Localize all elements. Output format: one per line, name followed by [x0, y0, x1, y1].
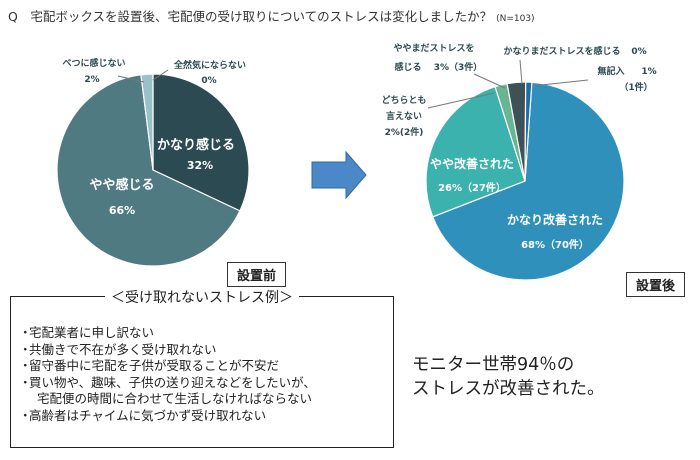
- pie-after-slice-0: [431, 81, 625, 281]
- stress-examples-box: ＜受け取れないストレス例＞ ・宅配業者に申し訳ない ・共働きで不在が多く受け取れな…: [10, 290, 394, 448]
- examples-list: ・宅配業者に申し訳ない ・共働きで不在が多く受け取れない ・留守番中に宅配を子供が受…: [19, 325, 316, 424]
- after-slice-value-blank-count: （1件）: [619, 81, 652, 93]
- question-text: Q 宅配ボックスを設置後、宅配便の受け取りについてのストレスは変化しましたか？: [8, 9, 493, 24]
- after-slice-label-somewhat: やや改善された: [430, 156, 514, 171]
- survey-question: Q 宅配ボックスを設置後、宅配便の受け取りについてのストレスは変化しましたか？(…: [8, 6, 535, 25]
- before-slice-label-not-at-all: 全然気にならない: [173, 59, 246, 71]
- after-leader-line-blank: [531, 79, 589, 87]
- before-slice-value-not-really: 2%: [84, 75, 99, 85]
- after-label-slight-line1: ややまだストレスを: [393, 43, 474, 54]
- after-slice-value-still-very: 0%: [631, 47, 646, 57]
- after-slice-label-blank: 無記入: [597, 65, 624, 77]
- examples-title: ＜受け取れないストレス例＞: [11, 287, 393, 307]
- bullet-icon: ・: [19, 341, 32, 357]
- pie-before-slice-0: [152, 73, 250, 212]
- pie-after-slice-5: [524, 81, 533, 182]
- example-item: ・共働きで不在が多く受け取れない: [19, 342, 316, 359]
- example-text: 共働きで不在が多く受け取れない: [29, 341, 217, 357]
- before-label: 設置前: [227, 262, 287, 287]
- bullet-icon: ・: [19, 325, 32, 340]
- bullet-icon: ・: [19, 407, 32, 423]
- before-leader-line-2: [152, 69, 169, 81]
- bullet-icon: ・: [19, 374, 32, 390]
- before-slice-label-not-really: べつに感じない: [62, 57, 125, 69]
- sample-size: (N=103): [496, 14, 535, 24]
- after-slice-value-blank-pct: 1%: [641, 67, 656, 77]
- pie-before: [56, 73, 250, 267]
- example-item: 宅配便の時間に合わせて生活しなければならない: [19, 391, 316, 408]
- after-label-neutral-line2: 言えない: [386, 110, 422, 122]
- conclusion-line-2: ストレスが改善された。: [412, 379, 605, 399]
- after-slice-label-still-very: かなりまだストレスを感じる: [503, 45, 620, 57]
- after-leader-line-still-very: [519, 59, 523, 85]
- before-slice-value-somewhat: 66%: [109, 204, 135, 217]
- example-item: ・宅配業者に申し訳ない: [19, 325, 316, 342]
- before-slice-label-very: かなり感じる: [157, 137, 235, 153]
- example-text: 留守番中に宅配を子供が受取ることが不安だ: [29, 358, 280, 373]
- after-label-neutral-line1: どちらとも: [381, 94, 426, 106]
- example-text: 宅配業者に申し訳ない: [29, 325, 155, 340]
- before-slice-value-not-at-all: 0%: [201, 76, 216, 86]
- conclusion-line-1: モニター世帯94％の: [412, 355, 575, 375]
- examples-title-text: ＜受け取れないストレス例＞: [105, 290, 299, 306]
- right-arrow-icon: [311, 150, 367, 200]
- example-item: ・留守番中に宅配を子供が受取ることが不安だ: [19, 358, 316, 375]
- before-slice-label-somewhat: やや感じる: [89, 177, 154, 193]
- after-slice-value-neutral: 2%(2件): [385, 126, 424, 138]
- after-label-slight-line2: 感じる: [394, 61, 421, 73]
- after-slice-value-somewhat: 26%（27件）: [438, 181, 506, 194]
- example-item: ・買い物や、趣味、子供の送り迎えなどをしたいが、: [19, 375, 316, 392]
- example-item: ・高齢者はチャイムに気づかず受け取れない: [19, 408, 316, 425]
- bullet-icon: ・: [19, 358, 32, 373]
- example-text: 高齢者はチャイムに気づかず受け取れない: [29, 407, 267, 423]
- after-slice-value-greatly: 68%（70件）: [521, 238, 589, 251]
- conclusion-text: モニター世帯94％の ストレスが改善された。: [412, 353, 605, 401]
- after-slice-label-greatly: かなり改善された: [507, 212, 603, 227]
- pie-before-slice-2: [140, 73, 154, 171]
- before-leader-line-1: [117, 75, 145, 83]
- pie-after-slice-1: [425, 85, 526, 218]
- pie-after: [425, 81, 625, 281]
- after-leader-line-neutral: [427, 92, 495, 109]
- pie-before-slice-1: [56, 74, 241, 267]
- example-text: 宅配便の時間に合わせて生活しなければならない: [37, 391, 313, 406]
- after-leader-line-slight: [473, 73, 506, 89]
- before-slice-value-very: 32%: [187, 159, 213, 172]
- example-text: 買い物や、趣味、子供の送り迎えなどをしたいが、: [29, 374, 316, 390]
- after-slice-value-slight: 3%（3件）: [434, 61, 483, 73]
- after-label: 設置後: [626, 272, 686, 297]
